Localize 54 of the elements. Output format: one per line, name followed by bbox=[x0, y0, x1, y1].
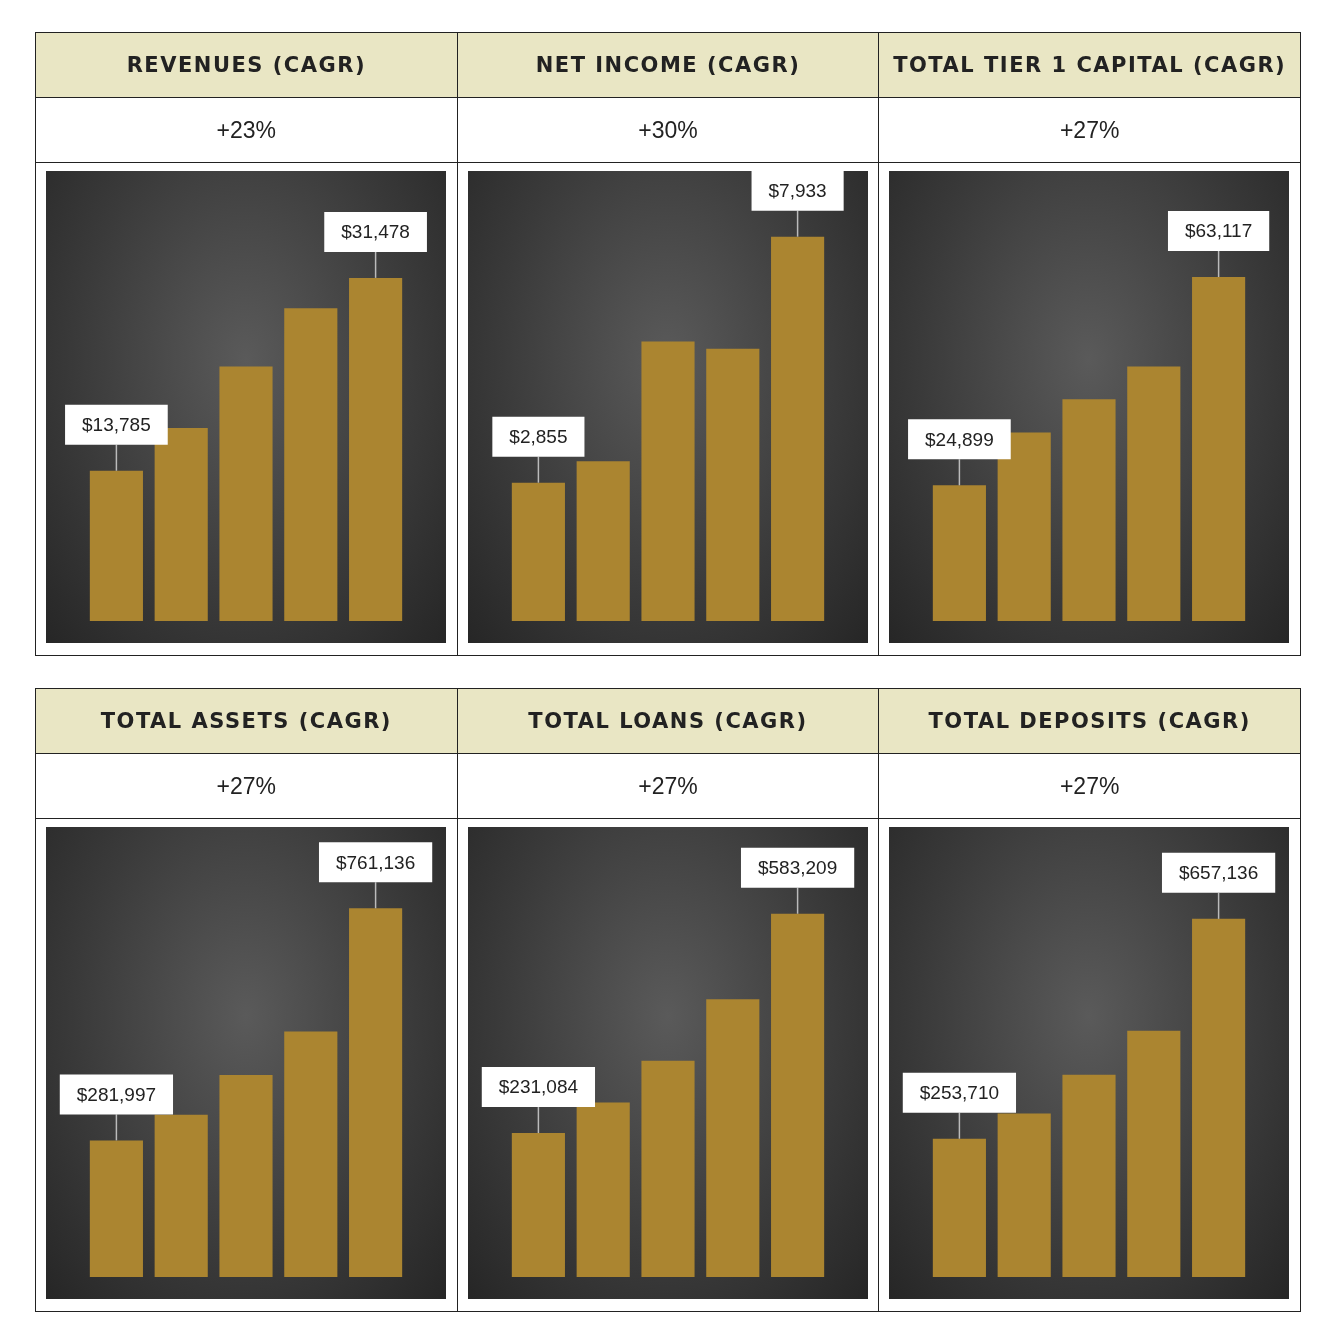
bar bbox=[1062, 399, 1116, 621]
bar bbox=[284, 1031, 338, 1277]
bar bbox=[933, 485, 987, 621]
bar bbox=[1127, 366, 1181, 621]
chart-subtitle: +27% bbox=[879, 98, 1301, 163]
bar bbox=[284, 308, 338, 621]
bar bbox=[89, 470, 143, 621]
bar bbox=[770, 236, 824, 621]
data-label: $31,478 bbox=[341, 221, 410, 243]
data-label: $7,933 bbox=[768, 179, 827, 201]
bar bbox=[997, 1113, 1052, 1277]
bar bbox=[1062, 1074, 1116, 1277]
bar bbox=[349, 908, 403, 1277]
chart-title: TOTAL DEPOSITS (CAGR) bbox=[879, 689, 1301, 754]
bar bbox=[641, 341, 695, 621]
bar bbox=[219, 366, 273, 621]
bar bbox=[154, 1114, 208, 1277]
bar bbox=[576, 1102, 630, 1277]
bar bbox=[770, 913, 824, 1277]
chart-title: TOTAL LOANS (CAGR) bbox=[457, 689, 879, 754]
data-label: $63,117 bbox=[1185, 220, 1253, 242]
chart-subtitle: +27% bbox=[457, 754, 879, 819]
bar bbox=[89, 1140, 143, 1277]
data-label: $231,084 bbox=[498, 1076, 579, 1098]
bar bbox=[1127, 1030, 1181, 1277]
bar bbox=[219, 1074, 273, 1277]
bar bbox=[933, 1138, 987, 1277]
bar bbox=[997, 432, 1052, 621]
data-label: $657,136 bbox=[1179, 862, 1259, 884]
bar bbox=[576, 461, 630, 621]
chart-subtitle: +30% bbox=[457, 98, 879, 163]
chart-subtitle: +27% bbox=[36, 754, 457, 819]
data-label: $2,855 bbox=[509, 425, 568, 447]
data-label: $13,785 bbox=[82, 413, 151, 435]
bar bbox=[1192, 277, 1246, 621]
bar bbox=[511, 482, 565, 621]
data-label: $281,997 bbox=[76, 1083, 157, 1105]
chart-title: TOTAL TIER 1 CAPITAL (CAGR) bbox=[879, 33, 1301, 98]
bar bbox=[705, 999, 760, 1277]
bar bbox=[641, 1060, 695, 1277]
bar bbox=[705, 348, 760, 621]
data-label: $24,899 bbox=[925, 428, 995, 450]
chart-title: NET INCOME (CAGR) bbox=[457, 33, 879, 98]
data-label: $583,209 bbox=[757, 856, 837, 878]
data-label: $761,136 bbox=[335, 851, 416, 873]
bar bbox=[154, 428, 208, 621]
bar bbox=[511, 1133, 565, 1277]
chart-subtitle: +23% bbox=[36, 98, 457, 163]
bar bbox=[1192, 918, 1246, 1277]
chart-title: TOTAL ASSETS (CAGR) bbox=[36, 689, 457, 754]
chart-title: REVENUES (CAGR) bbox=[36, 33, 457, 98]
chart-subtitle: +27% bbox=[879, 754, 1301, 819]
bar bbox=[349, 277, 403, 621]
data-label: $253,710 bbox=[920, 1081, 1000, 1103]
